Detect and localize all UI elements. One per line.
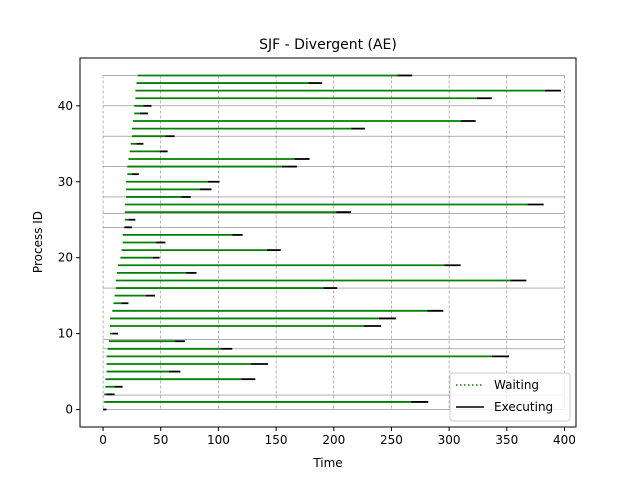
x-axis-label: Time — [312, 456, 342, 470]
y-tick-label: 0 — [65, 403, 73, 417]
executing-series — [103, 74, 562, 411]
x-tick-label: 0 — [99, 433, 107, 447]
y-tick-label: 20 — [58, 251, 73, 265]
chart-title: SJF - Divergent (AE) — [259, 37, 397, 53]
x-tick-label: 250 — [380, 433, 403, 447]
y-tick-label: 30 — [58, 175, 73, 189]
x-tick-label: 200 — [322, 433, 345, 447]
plot-frame — [79, 57, 577, 428]
x-axis: 0 50 100 150 200 250 300 350 400 — [99, 427, 576, 447]
x-tick-label: 350 — [495, 433, 518, 447]
waiting-series — [104, 74, 545, 403]
x-tick-label: 150 — [265, 433, 288, 447]
y-axis-label: Process ID — [31, 211, 45, 273]
x-tick-label: 300 — [438, 433, 461, 447]
y-tick-label: 10 — [58, 327, 73, 341]
legend: Waiting Executing — [449, 372, 571, 422]
legend-waiting-label: Waiting — [494, 378, 539, 392]
x-tick-label: 50 — [153, 433, 168, 447]
x-tick-label: 100 — [207, 433, 230, 447]
x-tick-label: 400 — [553, 433, 576, 447]
y-axis: 0 10 20 30 40 — [58, 99, 80, 417]
legend-executing-label: Executing — [494, 400, 553, 414]
y-tick-label: 40 — [58, 99, 73, 113]
